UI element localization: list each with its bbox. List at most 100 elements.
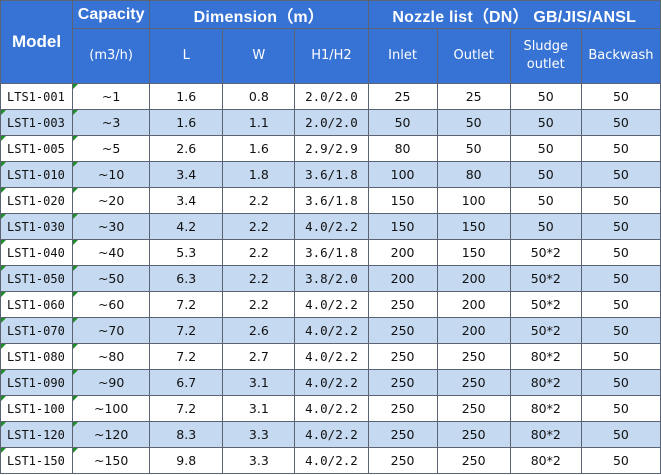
inlet-cell: 250	[367, 395, 438, 422]
capacity-cell-text: ~10	[97, 167, 125, 182]
sludge-cell: 50*2	[509, 239, 582, 266]
length-cell: 6.7	[149, 369, 224, 396]
inlet-cell-text: 250	[390, 375, 415, 390]
outlet-cell: 200	[436, 291, 511, 318]
table-row: LST1-030 ~30 4.2 2.2 4.0/2.2 150 150 50 50	[0, 213, 661, 240]
cell-flag-marker	[1, 188, 6, 193]
width-cell-text: 3.3	[248, 427, 269, 442]
outlet-cell-text: 200	[461, 271, 486, 286]
length-cell-text: 7.2	[176, 323, 197, 338]
inlet-cell: 200	[367, 239, 438, 266]
height-cell-text: 4.0/2.2	[305, 297, 358, 312]
capacity-cell-text: ~1	[101, 89, 121, 104]
capacity-cell-text: ~70	[97, 323, 125, 338]
cell-flag-marker	[73, 344, 79, 349]
outlet-cell-text: 50	[465, 115, 482, 130]
length-cell: 3.4	[149, 187, 224, 214]
backwash-cell: 50	[580, 343, 661, 370]
sludge-cell: 50*2	[509, 317, 582, 344]
inlet-cell-text: 150	[390, 219, 415, 234]
outlet-cell: 200	[436, 265, 511, 292]
sludge-cell-text: 50	[537, 89, 554, 104]
outlet-cell-text: 150	[461, 245, 486, 260]
backwash-cell-text: 50	[612, 219, 629, 234]
cell-flag-marker	[73, 318, 79, 323]
backwash-cell: 50	[580, 291, 661, 318]
backwash-cell: 50	[580, 187, 661, 214]
outlet-cell-text: 250	[461, 349, 486, 364]
width-cell-text: 2.6	[248, 323, 269, 338]
width-cell: 3.1	[222, 395, 296, 422]
length-cell-text: 1.6	[176, 115, 197, 130]
capacity-cell: ~5	[72, 135, 151, 162]
backwash-cell: 50	[580, 161, 661, 188]
outlet-header: Outlet	[436, 28, 511, 84]
cell-flag-marker	[1, 266, 6, 271]
sludge-cell: 80*2	[509, 369, 582, 396]
capacity-cell: ~120	[72, 421, 151, 448]
model-cell: LST1-060	[0, 291, 74, 318]
capacity-cell-text: ~150	[93, 453, 129, 468]
sludge-cell: 50*2	[509, 265, 582, 292]
cell-flag-marker	[73, 266, 79, 271]
inlet-cell: 150	[367, 187, 438, 214]
inlet-cell-text: 80	[394, 141, 411, 156]
length-cell: 5.3	[149, 239, 224, 266]
backwash-cell: 50	[580, 83, 661, 110]
cell-flag-marker	[73, 422, 79, 427]
model-cell-text: LST1-005	[7, 141, 65, 156]
width-cell-text: 3.1	[248, 375, 269, 390]
model-cell-text: LST1-040	[7, 245, 65, 260]
inlet-cell: 200	[367, 265, 438, 292]
capacity-header: Capacity	[72, 0, 151, 29]
inlet-cell-text: 200	[390, 245, 415, 260]
backwash-cell-text: 50	[612, 349, 629, 364]
height-cell-text: 2.9/2.9	[305, 141, 358, 156]
model-cell-text: LST1-030	[7, 219, 65, 234]
width-cell: 1.8	[222, 161, 296, 188]
outlet-cell-text: 250	[461, 375, 486, 390]
model-cell-text: LST1-060	[7, 297, 65, 312]
table-row: LST1-050 ~50 6.3 2.2 3.8/2.0 200 200 50*2 50	[0, 265, 661, 292]
backwash-cell: 50	[580, 369, 661, 396]
width-cell-text: 2.2	[248, 245, 269, 260]
height-cell-text: 2.0/2.0	[305, 89, 358, 104]
model-cell-text: LST1-080	[7, 349, 65, 364]
sludge-cell-text: 50*2	[530, 297, 561, 312]
backwash-cell-text: 50	[612, 427, 629, 442]
table-row: LST1-080 ~80 7.2 2.7 4.0/2.2 250 250 80*2 50	[0, 343, 661, 370]
cell-flag-marker	[73, 240, 79, 245]
table-row: LST1-070 ~70 7.2 2.6 4.0/2.2 250 200 50*2 50	[0, 317, 661, 344]
inlet-cell-text: 250	[390, 323, 415, 338]
outlet-cell: 250	[436, 447, 511, 474]
model-cell-text: LST1-120	[7, 427, 65, 442]
model-cell-text: LST1-050	[7, 271, 65, 286]
table-row: LST1-003 ~3 1.6 1.1 2.0/2.0 50 50 50 50	[0, 109, 661, 136]
outlet-cell: 250	[436, 421, 511, 448]
backwash-cell-text: 50	[612, 453, 629, 468]
outlet-cell-text: 25	[465, 89, 482, 104]
inlet-cell: 80	[367, 135, 438, 162]
backwash-cell-text: 50	[612, 323, 629, 338]
backwash-cell: 50	[580, 421, 661, 448]
cell-flag-marker	[73, 396, 79, 401]
height-cell: 2.9/2.9	[294, 135, 369, 162]
length-cell: 7.2	[149, 395, 224, 422]
width-header: W	[222, 28, 296, 84]
cell-flag-marker	[1, 214, 6, 219]
backwash-cell: 50	[580, 265, 661, 292]
width-cell: 1.1	[222, 109, 296, 136]
length-cell-text: 5.3	[176, 245, 197, 260]
height-cell: 4.0/2.2	[294, 447, 369, 474]
model-cell: LST1-030	[0, 213, 74, 240]
sludge-cell: 50	[509, 135, 582, 162]
table-body: LTS1-001 ~1 1.6 0.8 2.0/2.0 25 25 50 50 LST1-003 ~…	[0, 83, 661, 474]
sludge-cell: 50	[509, 109, 582, 136]
model-cell-text: LTS1-001	[7, 89, 65, 104]
outlet-cell-text: 200	[461, 323, 486, 338]
cell-flag-marker	[1, 370, 6, 375]
table-row: LST1-090 ~90 6.7 3.1 4.0/2.2 250 250 80*2 50	[0, 369, 661, 396]
capacity-cell: ~50	[72, 265, 151, 292]
length-cell-text: 6.3	[176, 271, 197, 286]
